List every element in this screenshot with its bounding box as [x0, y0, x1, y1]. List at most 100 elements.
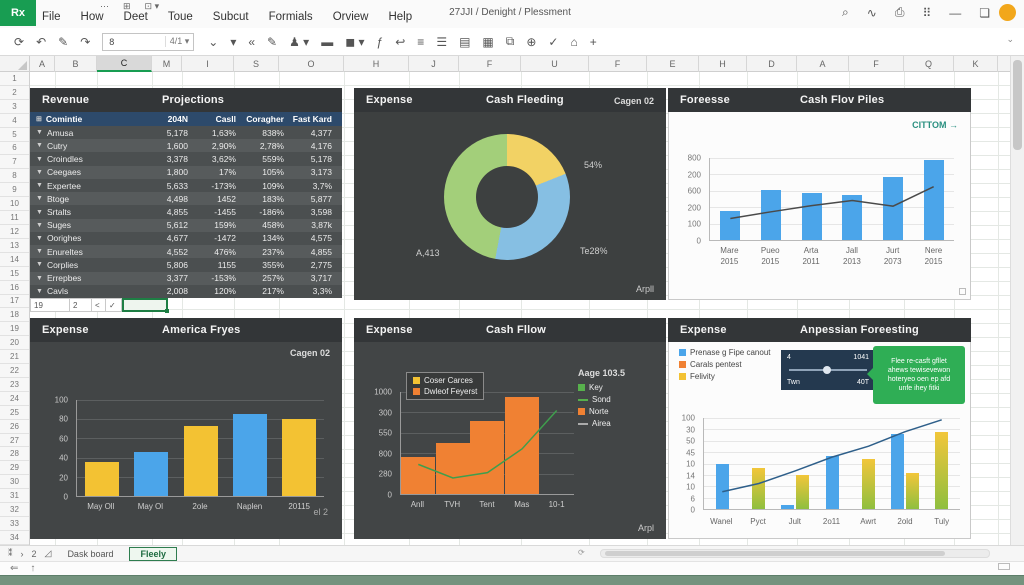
table-row[interactable]: ▼ Cutry 1,600 2,90% 2,78% 4,176	[30, 139, 342, 153]
menu-item-deet[interactable]: Deet	[123, 11, 148, 23]
table-row[interactable]: ▼ Suges 5,612 159% 458% 3,87k	[30, 218, 342, 232]
back-arrow-icon[interactable]: ⇐	[10, 563, 19, 574]
sync-icon[interactable]: ⟳	[14, 34, 25, 49]
table-row[interactable]: ▼ Btoge 4,498 1452 183% 5,877	[30, 192, 342, 206]
cash-fllow-panel[interactable]: Expense Cash Fllow Coser Carces Dwleof Fe…	[354, 318, 666, 539]
menu-item-formials[interactable]: Formials	[268, 11, 313, 23]
row-number-3[interactable]: 3	[0, 100, 29, 114]
row-number-10[interactable]: 10	[0, 197, 29, 212]
table-row[interactable]: ▼ Errepbes 3,377 -153% 257% 3,717	[30, 271, 342, 285]
table-row[interactable]: ▼ Amusa 5,178 1,63% 838% 4,377	[30, 126, 342, 140]
mini-cell[interactable]: 19	[30, 298, 70, 312]
tab-split-icon[interactable]: ⟳	[578, 548, 585, 557]
column-header-F-9[interactable]: F	[459, 56, 521, 72]
row-number-2[interactable]: 2	[0, 86, 29, 100]
collapse-ribbon-icon[interactable]: ⌄	[1006, 34, 1014, 44]
vertical-scrollbar[interactable]	[1010, 56, 1024, 545]
selected-cell[interactable]	[122, 298, 169, 313]
row-number-29[interactable]: 29	[0, 461, 29, 476]
chart-resize-handle[interactable]	[959, 288, 966, 295]
table-row[interactable]: ▼ Croindles 3,378 3,62% 559% 5,178	[30, 152, 342, 166]
sheet-count-label[interactable]: 2	[31, 548, 37, 559]
window-dropdown-icon[interactable]: ⊡ ▾	[144, 0, 160, 11]
row-number-30[interactable]: 30	[0, 475, 29, 490]
column-header-E-12[interactable]: E	[647, 56, 699, 72]
row-number-8[interactable]: 8	[0, 169, 29, 184]
chart-corner-label[interactable]: CITTOM →	[912, 120, 958, 130]
decrease-indent-icon[interactable]: «	[248, 34, 256, 49]
row-number-27[interactable]: 27	[0, 434, 29, 448]
row-number-12[interactable]: 12	[0, 225, 29, 239]
column-header-Q-17[interactable]: Q	[904, 56, 954, 72]
table-row[interactable]: ▼ Cavls 2,008 120% 217% 3,3%	[30, 284, 342, 299]
apps-grid-icon[interactable]: ⠿	[922, 5, 932, 20]
name-box-dropdown[interactable]: 4/1 ▾	[164, 36, 194, 47]
mini-cell[interactable]: ✓	[106, 298, 122, 312]
row-number-31[interactable]: 31	[0, 489, 29, 504]
row-number-6[interactable]: 6	[0, 142, 29, 156]
column-header-O-6[interactable]: O	[279, 56, 344, 72]
row-number-34[interactable]: 34	[0, 531, 29, 545]
slider-handle[interactable]	[823, 366, 831, 374]
align-center-icon[interactable]: ☰	[436, 34, 448, 49]
row-number-4[interactable]: 4	[0, 114, 29, 128]
row-number-28[interactable]: 28	[0, 447, 29, 462]
align-right-icon[interactable]: ▤	[459, 34, 471, 49]
cell-edit-row[interactable]: 19 2 < ✓	[30, 298, 169, 313]
column-header-M-3[interactable]: M	[152, 56, 182, 72]
row-number-14[interactable]: 14	[0, 253, 29, 267]
insert-icon[interactable]: ⊕	[526, 34, 537, 49]
column-header-U-10[interactable]: U	[521, 56, 589, 72]
menu-item-how[interactable]: How	[80, 11, 104, 23]
table-row[interactable]: ▼ Oorighes 4,677 -1472 134% 4,575	[30, 231, 342, 246]
column-header-D-14[interactable]: D	[747, 56, 797, 72]
row-number-11[interactable]: 11	[0, 211, 29, 225]
function-icon[interactable]: ƒ	[376, 34, 384, 49]
printer-icon[interactable]: ⎙	[894, 5, 905, 19]
menu-item-help[interactable]: Help	[388, 11, 413, 23]
row-number-24[interactable]: 24	[0, 392, 29, 406]
app-logo[interactable]: Rx	[0, 0, 36, 26]
tab-resize-icon[interactable]: ◿	[44, 548, 52, 558]
column-header-F-16[interactable]: F	[849, 56, 904, 72]
font-dropdown-icon[interactable]: ▾	[230, 34, 237, 49]
border-dropdown-icon[interactable]: ◼ ▾	[345, 34, 365, 49]
undo-icon[interactable]: ↶	[36, 34, 47, 49]
table-row[interactable]: ▼ Ceegaes 1,800 17% 105% 3,173	[30, 165, 342, 179]
mini-cell[interactable]: 2	[70, 298, 92, 312]
column-header-B-1[interactable]: B	[55, 56, 97, 72]
row-number-21[interactable]: 21	[0, 350, 29, 365]
america-fryes-panel[interactable]: Expense America Fryes Cagen 02 100 80 60 40…	[30, 318, 342, 539]
menu-item-subcut[interactable]: Subcut	[212, 11, 249, 23]
range-slider-widget[interactable]: 4 1041 Twn 40T	[781, 350, 875, 390]
minimize-icon[interactable]: —	[949, 5, 962, 20]
anpessian-foreesting-panel[interactable]: Expense Anpessian Foreesting Prenase g F…	[668, 318, 971, 539]
more-icon[interactable]: ⋯	[100, 0, 109, 11]
column-header-H-13[interactable]: H	[699, 56, 747, 72]
column-header-A-15[interactable]: A	[797, 56, 849, 72]
row-number-16[interactable]: 16	[0, 281, 29, 295]
copy-sheet-icon[interactable]: ⧉	[505, 34, 515, 48]
home-icon[interactable]: ⌂	[570, 34, 578, 49]
row-number-9[interactable]: 9	[0, 183, 29, 198]
wrap-text-icon[interactable]: ↩	[395, 34, 406, 49]
name-box[interactable]: 8 4/1 ▾	[102, 32, 195, 51]
sheet-tab-fleely[interactable]: Fleely	[129, 546, 177, 561]
mini-cell[interactable]: <	[92, 298, 106, 312]
fill-color-icon[interactable]: ▬	[321, 34, 334, 49]
cash-flov-piles-panel[interactable]: Foreesse Cash Flov Piles CITTOM → 800 200…	[668, 88, 971, 300]
select-all-corner[interactable]	[0, 56, 30, 72]
table-row[interactable]: ▼ Srtalts 4,855 -1455 -186% 3,598	[30, 205, 342, 219]
redo-icon[interactable]: ↷	[80, 34, 91, 49]
column-header-C-2[interactable]: C	[97, 56, 152, 72]
horizontal-scrollbar-thumb[interactable]	[605, 551, 945, 556]
next-sheet-icon[interactable]: ›	[20, 548, 24, 559]
wave-icon[interactable]: ∿	[866, 5, 877, 20]
row-number-22[interactable]: 22	[0, 364, 29, 378]
row-number-32[interactable]: 32	[0, 503, 29, 517]
search-icon[interactable]: ⌕	[842, 5, 849, 19]
column-header-K-18[interactable]: K	[954, 56, 998, 72]
add-icon[interactable]: +	[589, 34, 597, 49]
row-number-19[interactable]: 19	[0, 322, 29, 337]
sheet-tab-dashboard[interactable]: Dask board	[67, 548, 114, 559]
